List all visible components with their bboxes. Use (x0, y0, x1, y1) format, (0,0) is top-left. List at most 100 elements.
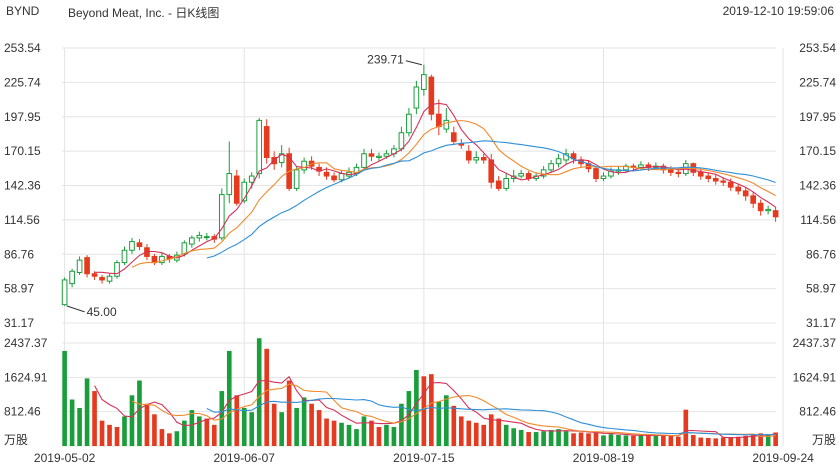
volume-bar (294, 407, 299, 446)
candle (436, 99, 442, 136)
volume-bar (436, 401, 442, 446)
candle (368, 148, 375, 162)
volume-bar (84, 378, 90, 446)
candle (488, 153, 495, 189)
candle-body (263, 126, 270, 158)
volume-bar (533, 432, 539, 446)
price-ma5-line (94, 102, 776, 275)
volume-bar (159, 429, 165, 446)
volume-ma5-line (94, 375, 776, 439)
candle-body (712, 178, 719, 182)
candle (331, 172, 337, 183)
volume-bar (429, 374, 434, 446)
volume-bar (189, 410, 195, 446)
volume-bar (107, 424, 112, 446)
volume-bar (204, 418, 210, 446)
volume-bar (646, 435, 651, 446)
candle (189, 235, 195, 248)
candle-body (443, 119, 450, 130)
candle (293, 166, 300, 191)
x-tick-label: 2019-05-02 (34, 451, 96, 465)
candle (121, 246, 128, 266)
volume-bar (668, 435, 674, 446)
volume-bar (361, 416, 367, 446)
candle-body (84, 257, 90, 275)
volume-bar (728, 437, 734, 446)
volume-bar (586, 433, 591, 446)
candle-body (548, 163, 554, 171)
candle-body (593, 168, 599, 180)
candle-body (742, 190, 749, 197)
volume-bar (114, 426, 120, 446)
candle (450, 126, 457, 146)
volume-bar (324, 418, 329, 446)
candle (286, 147, 292, 191)
moving-averages (94, 102, 776, 275)
volume-bar (578, 432, 584, 446)
x-tick-label: 2019-06-07 (214, 451, 276, 465)
candle-body (233, 175, 240, 204)
volume-bar (339, 422, 344, 446)
candle (705, 172, 712, 183)
candle (76, 256, 83, 275)
candle-body (765, 208, 771, 212)
candle-body (323, 171, 330, 177)
price-axis-label-left: 58.97 (4, 282, 34, 296)
candles (61, 64, 779, 306)
volume-axis-label-right: 2437.37 (793, 336, 837, 350)
volume-bar (488, 414, 494, 446)
volume-axis-label-right: 812.46 (799, 405, 836, 419)
volume-bars (62, 338, 778, 446)
volume-bar (631, 435, 636, 446)
candle-body (398, 132, 405, 150)
volume-bar (466, 420, 472, 446)
volume-bar (616, 435, 621, 446)
candle-body (218, 194, 225, 239)
candle-body (181, 242, 188, 255)
candle-body (61, 279, 68, 306)
candle (750, 192, 756, 209)
candle-body (331, 175, 337, 181)
volume-bar (211, 424, 217, 446)
price-axis-label-right: 142.36 (799, 179, 836, 193)
candle (503, 173, 510, 191)
candle (443, 108, 450, 133)
candle-body (226, 173, 233, 196)
chart-title: Beyond Meat, Inc. - 日K线图 (68, 6, 220, 20)
volume-bar (286, 380, 292, 446)
price-axis-label-left: 170.15 (4, 144, 41, 158)
volume-bar (608, 434, 614, 446)
volume-bar (137, 380, 142, 446)
candle (495, 176, 502, 191)
candle-body (638, 164, 644, 168)
candle (361, 148, 367, 170)
candle-body (668, 169, 674, 173)
volume-axis-label-left: 1624.91 (4, 370, 48, 384)
price-axis-label-left: 114.56 (4, 213, 40, 227)
volume-bar (690, 435, 696, 446)
volume-bar (676, 436, 681, 446)
candle (712, 174, 719, 185)
candle (765, 205, 771, 215)
candle-body (465, 150, 472, 161)
volume-bar (241, 407, 247, 446)
candle-body (720, 180, 727, 183)
candle (772, 206, 779, 222)
volume-bar (705, 437, 711, 446)
candle (256, 117, 263, 179)
candle-body (503, 178, 510, 189)
candle (600, 172, 607, 181)
volume-bar (182, 420, 187, 446)
price-axis-label-left: 197.95 (4, 110, 41, 124)
volume-bar (623, 435, 629, 446)
volume-bar (683, 409, 689, 446)
candle-body (248, 175, 255, 183)
volume-bar (69, 399, 75, 446)
volume-ma20-line (206, 397, 776, 436)
candle (540, 166, 547, 179)
volume-bar (743, 435, 749, 446)
volume-bar (496, 418, 502, 446)
volume-bar (167, 433, 172, 446)
volume-bar (122, 416, 127, 446)
volume-bar (369, 420, 374, 446)
